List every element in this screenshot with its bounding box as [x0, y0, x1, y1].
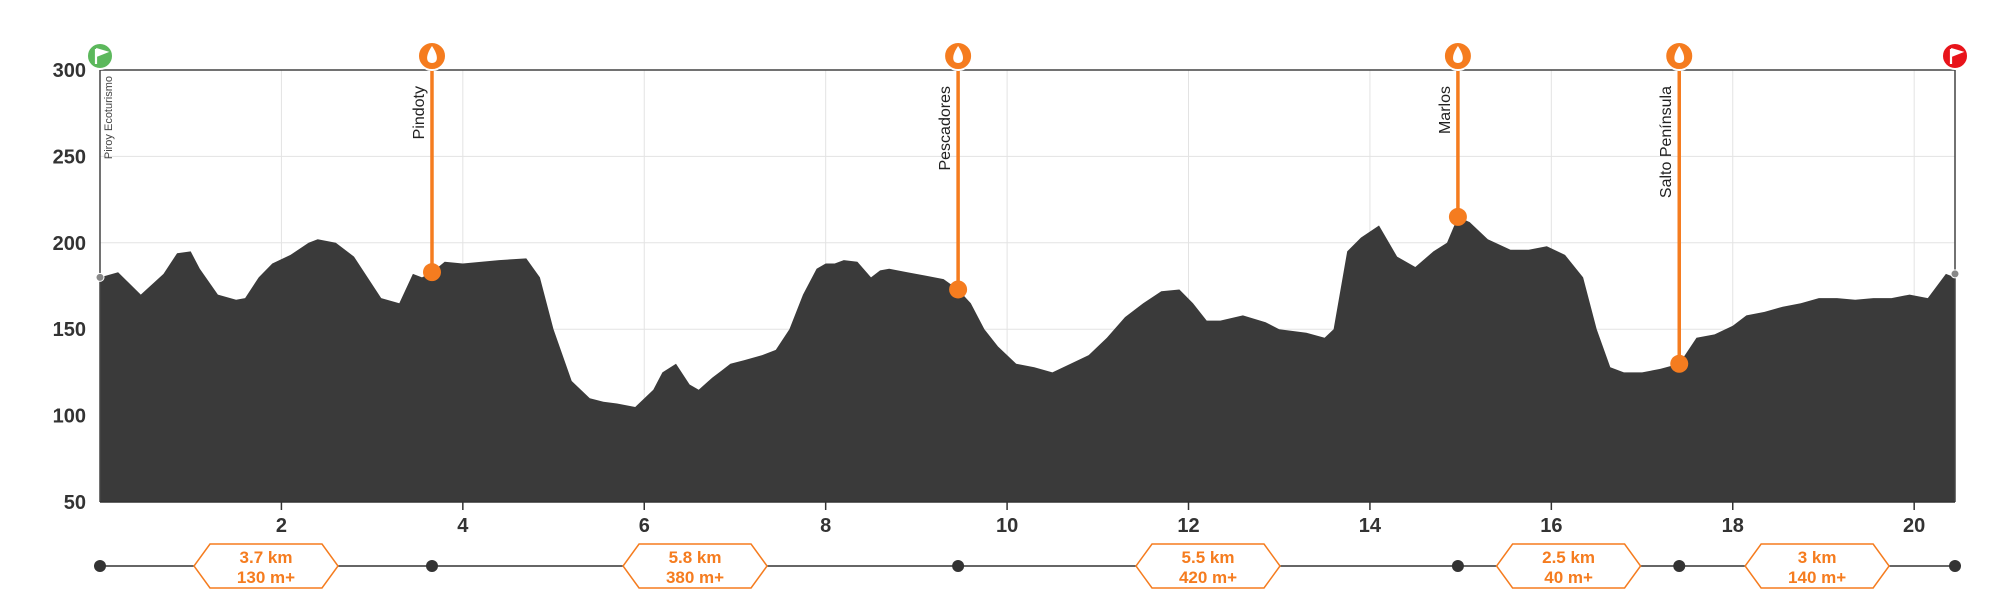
segment-node [1949, 560, 1961, 572]
segment-badge [1495, 543, 1642, 589]
x-tick-label: 14 [1359, 515, 1382, 537]
finish-flag-glyph [1949, 47, 1965, 64]
water-drop-glyph [953, 46, 963, 63]
segment-gain: 420 m+ [1179, 568, 1237, 587]
segment-badge [1135, 543, 1281, 589]
segment-node [1673, 560, 1686, 572]
segment-node [425, 560, 438, 572]
x-tick-label: 10 [996, 515, 1018, 537]
segment-distance: 5.8 km [669, 548, 722, 567]
waypoint-dot [1448, 207, 1467, 226]
y-tick-label: 150 [53, 319, 86, 341]
start-flag-icon [86, 42, 114, 70]
x-tick-label: 4 [457, 515, 469, 537]
segment-node [952, 560, 965, 572]
segment-badge [622, 543, 768, 589]
start-flag-glyph [94, 47, 110, 64]
y-tick-label: 50 [64, 492, 86, 514]
water-drop-glyph [1674, 46, 1685, 63]
segment-badge [193, 543, 339, 589]
plot-frame [99, 69, 1956, 503]
segment-node [94, 560, 106, 572]
waypoint-label: Salto Península [1658, 86, 1675, 198]
start-label: Piroy Ecoturismo [103, 76, 115, 159]
start-point [95, 272, 105, 282]
finish-flag-icon [1941, 42, 1969, 70]
segment-gain: 380 m+ [666, 568, 724, 587]
segment-gain: 130 m+ [237, 568, 295, 587]
waypoint-dot [422, 263, 441, 282]
x-tick-label: 6 [639, 515, 650, 537]
finish-point [1950, 269, 1960, 279]
x-tick-label: 18 [1722, 515, 1744, 537]
segment-distance: 3.7 km [240, 548, 293, 567]
waypoint-dot [1670, 354, 1689, 373]
x-tick-label: 12 [1177, 515, 1199, 537]
water-drop-glyph [427, 46, 437, 63]
segment-distance: 5.5 km [1182, 548, 1235, 567]
x-tick-label: 20 [1903, 515, 1925, 537]
waypoint-label: Pescadores [937, 86, 954, 171]
x-tick-label: 16 [1540, 515, 1562, 537]
segment-node [1451, 560, 1464, 572]
waypoints: Piroy Ecoturismo Pindoty Pescadores Marlos S… [86, 41, 1969, 373]
elevation-area-path [100, 216, 1955, 502]
waypoint-dot [949, 280, 968, 299]
x-axis: 2 4 6 8 10 12 14 16 18 20 [276, 502, 1925, 537]
waypoint-label: Marlos [1437, 86, 1454, 134]
y-tick-label: 200 [53, 233, 86, 255]
x-tick-label: 8 [820, 515, 831, 537]
y-axis: 300 250 200 150 100 50 [53, 60, 86, 514]
segment-gain: 140 m+ [1788, 568, 1846, 587]
x-tick-label: 2 [276, 515, 287, 537]
segment-distance: 2.5 km [1542, 548, 1595, 567]
elevation-area [100, 216, 1955, 502]
y-tick-label: 300 [53, 60, 86, 82]
waypoint-label: Pindoty [411, 86, 428, 139]
y-tick-label: 100 [53, 406, 86, 428]
segment-distance: 3 km [1798, 548, 1837, 567]
segment-gain: 40 m+ [1544, 568, 1593, 587]
segment-badge [1744, 543, 1891, 589]
y-tick-label: 250 [53, 146, 86, 168]
water-drop-glyph [1453, 46, 1463, 63]
